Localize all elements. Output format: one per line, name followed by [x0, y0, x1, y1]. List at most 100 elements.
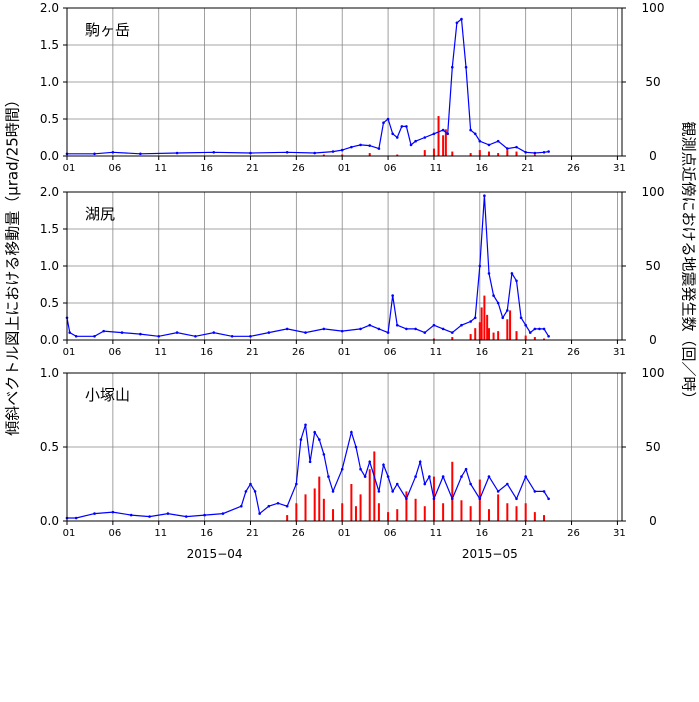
quake-count-bar: [543, 515, 545, 521]
quake-count-bar: [332, 509, 334, 521]
quake-count-bar: [534, 512, 536, 521]
quake-count-bar: [497, 331, 499, 340]
x-tick-label: 16: [475, 528, 488, 539]
y-tick-label: 1.0: [40, 75, 59, 89]
tilt-point: [483, 194, 486, 197]
tilt-point: [479, 498, 482, 501]
tilt-point: [355, 446, 358, 449]
x-tick-label: 01: [338, 347, 351, 358]
tilt-point: [433, 498, 436, 501]
tilt-point: [391, 133, 394, 136]
tilt-point: [286, 505, 289, 508]
tilt-point: [382, 463, 385, 466]
tilt-point: [387, 331, 390, 334]
tilt-point: [433, 324, 436, 327]
quake-count-bar: [355, 506, 357, 521]
tilt-point: [515, 280, 518, 283]
tilt-point: [387, 118, 390, 121]
x-tick-label: 06: [384, 528, 397, 539]
tilt-point: [313, 431, 316, 434]
tilt-point: [469, 483, 472, 486]
quake-count-bar: [479, 150, 481, 156]
tilt-point: [488, 475, 491, 478]
x-tick-label: 11: [430, 163, 443, 174]
tilt-point: [387, 475, 390, 478]
y-tick-label: 0.0: [40, 333, 59, 347]
tilt-point: [474, 133, 477, 136]
tilt-point: [534, 152, 537, 155]
x-tick-label: 01: [338, 528, 351, 539]
tilt-point: [423, 136, 426, 139]
tilt-point: [506, 483, 509, 486]
quake-count-bar: [497, 494, 499, 521]
y-tick-label: 0.0: [40, 514, 59, 528]
month-label: 2015−05: [462, 547, 518, 561]
quake-count-bar: [314, 488, 316, 521]
y2-tick-label: 50: [645, 259, 660, 273]
tilt-point: [414, 140, 417, 143]
x-tick-label: 26: [567, 163, 580, 174]
tilt-point: [222, 512, 225, 515]
tilt-point: [396, 324, 399, 327]
tilt-point: [497, 490, 500, 493]
tilt-point: [506, 147, 509, 150]
quake-count-bar: [506, 150, 508, 156]
tilt-point: [479, 265, 482, 268]
x-tick-label: 16: [200, 528, 213, 539]
quake-count-bar: [525, 503, 527, 521]
tilt-point: [313, 152, 316, 155]
right-axis-label: 観測点近傍における地震発生数（回／時）: [679, 121, 699, 406]
quake-count-bar: [488, 509, 490, 521]
y2-tick-label: 0: [649, 514, 657, 528]
tilt-point: [479, 140, 482, 143]
quake-count-bar: [474, 328, 476, 340]
tilt-point: [93, 152, 96, 155]
quake-count-bar: [415, 499, 417, 521]
station-title: 湖尻: [85, 205, 115, 223]
tilt-point: [442, 129, 445, 132]
tilt-point: [167, 512, 170, 515]
y-tick-label: 0.5: [40, 112, 59, 126]
quake-count-bar: [460, 500, 462, 521]
tilt-point: [139, 152, 142, 155]
x-tick-label: 21: [246, 163, 259, 174]
tilt-point: [139, 333, 142, 336]
tilt-point: [506, 309, 509, 312]
tilt-point: [112, 511, 115, 514]
tilt-point: [488, 144, 491, 147]
tilt-point: [474, 317, 477, 320]
tilt-point: [249, 483, 252, 486]
y-tick-label: 2.0: [40, 1, 59, 15]
quake-count-bar: [433, 149, 435, 156]
tilt-point: [465, 468, 468, 471]
tilt-point: [410, 144, 413, 147]
tilt-point: [492, 294, 495, 297]
tilt-point: [414, 475, 417, 478]
tilt-point: [286, 328, 289, 331]
x-tick-label: 21: [246, 347, 259, 358]
tilt-point: [469, 129, 472, 132]
quake-count-bar: [479, 480, 481, 521]
quake-count-bar: [509, 310, 511, 340]
tilt-point: [286, 151, 289, 154]
quake-count-bar: [479, 322, 481, 340]
tilt-point: [268, 331, 271, 334]
tilt-point: [318, 438, 321, 441]
x-tick-label: 16: [200, 347, 213, 358]
quake-count-bar: [286, 515, 288, 521]
tilt-point: [212, 331, 215, 334]
tilt-point: [543, 490, 546, 493]
tilt-point: [378, 328, 381, 331]
tilt-point: [382, 121, 385, 124]
quake-count-bar: [451, 152, 453, 156]
tilt-point: [442, 475, 445, 478]
quake-count-bar: [341, 503, 343, 521]
tilt-point: [304, 331, 307, 334]
tilt-point: [359, 144, 362, 147]
tilt-point: [277, 502, 280, 505]
tilt-point: [304, 424, 307, 427]
y2-tick-label: 50: [645, 440, 660, 454]
quake-count-bar: [506, 503, 508, 521]
